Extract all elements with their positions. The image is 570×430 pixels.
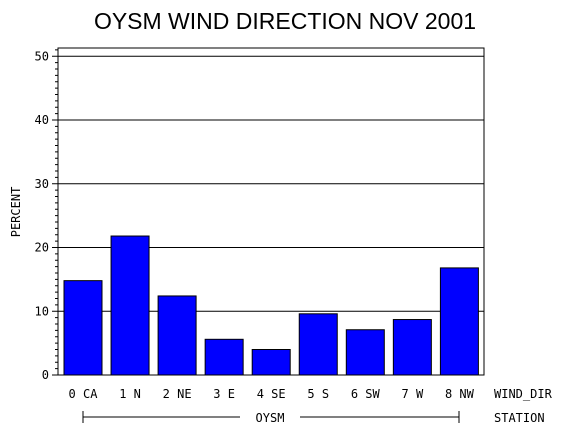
bar-0 (63, 280, 103, 376)
bar-8 (439, 267, 479, 376)
bar-4 (251, 349, 291, 376)
x-tick-label: 1 N (119, 387, 141, 401)
y-axis-label: PERCENT (9, 187, 23, 238)
x-tick-label: 5 S (307, 387, 329, 401)
x-tick-labels: 0 CA 1 N 2 NE 3 E 4 SE 5 S 6 SW 7 W 8 NW (69, 387, 475, 401)
y-tick-label: 0 (42, 368, 49, 382)
bar-2 (157, 295, 197, 376)
bar-5 (298, 313, 338, 376)
y-axis: 0 10 20 30 40 50 (35, 49, 58, 382)
bar-1 (110, 235, 150, 376)
x-tick-label: 6 SW (351, 387, 381, 401)
y-tick-label: 50 (35, 49, 49, 63)
group-label: OYSM (256, 411, 285, 425)
chart-title: OYSM WIND DIRECTION NOV 2001 (94, 8, 476, 34)
x-tick-label: 4 SE (257, 387, 286, 401)
y-tick-label: 10 (35, 304, 49, 318)
y-tick-label: 40 (35, 113, 49, 127)
bar-6 (345, 329, 385, 376)
plot-frame (57, 47, 485, 376)
x-tick-label: 7 W (402, 387, 424, 401)
x-tick-label: 3 E (213, 387, 235, 401)
bar-7 (392, 319, 432, 376)
group-bracket (82, 411, 460, 423)
y-tick-label: 20 (35, 241, 49, 255)
group-axis-label: STATION (494, 411, 545, 425)
y-tick-label: 30 (35, 177, 49, 191)
x-tick-label: 2 NE (163, 387, 192, 401)
x-axis-label: WIND_DIR (494, 387, 553, 401)
bar-3 (204, 338, 244, 376)
x-tick-label: 8 NW (445, 387, 475, 401)
bars (63, 235, 479, 376)
x-tick-label: 0 CA (69, 387, 99, 401)
